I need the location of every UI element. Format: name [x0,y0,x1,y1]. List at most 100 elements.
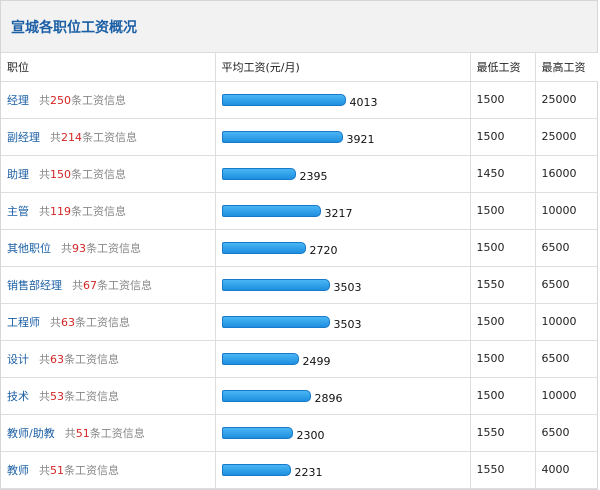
avg-salary-value: 2300 [296,429,325,442]
avg-salary-value: 3503 [333,318,362,331]
job-title-link[interactable]: 技术 [7,389,29,403]
count-prefix: 共 [50,315,61,329]
avg-salary-cell: 3921 [215,118,471,156]
count-suffix: 条工资信息 [71,204,126,218]
avg-salary-value: 2395 [299,170,328,183]
max-salary-cell: 6500 [535,229,598,267]
table-row: 销售部经理 共67条工资信息 3503 1550 6500 [1,266,598,304]
avg-salary-cell: 3503 [215,266,471,304]
record-count: 93 [72,241,86,255]
avg-salary-cell: 2300 [215,414,471,452]
avg-salary-value: 2231 [294,466,323,479]
avg-salary-bar [221,167,296,180]
table-row: 设计 共63条工资信息 2499 1500 6500 [1,340,598,378]
count-suffix: 条工资信息 [64,463,119,477]
avg-salary-value: 3503 [333,281,362,294]
max-salary-cell: 6500 [535,340,598,378]
count-suffix: 条工资信息 [82,130,137,144]
min-salary-cell: 1550 [470,266,536,304]
count-suffix: 条工资信息 [64,389,119,403]
avg-salary-bar [221,241,306,254]
count-suffix: 条工资信息 [71,93,126,107]
avg-salary-bar [221,204,321,217]
column-header-min-salary: 最低工资 [470,53,536,82]
avg-salary-bar [221,389,311,402]
record-count: 53 [50,389,64,403]
avg-salary-bar [221,426,293,439]
position-cell: 技术 共53条工资信息 [1,377,216,415]
job-title-link[interactable]: 助理 [7,167,29,181]
column-header-position: 职位 [1,53,216,82]
avg-salary-bar [221,463,291,476]
job-title-link[interactable]: 教师/助教 [7,426,55,440]
max-salary-cell: 16000 [535,155,598,193]
count-prefix: 共 [72,278,83,292]
avg-salary-cell: 2720 [215,229,471,267]
record-count: 63 [61,315,75,329]
position-cell: 副经理 共214条工资信息 [1,118,216,156]
max-salary-cell: 6500 [535,414,598,452]
panel-header: 宣城各职位工资概况 [1,1,597,53]
min-salary-cell: 1450 [470,155,536,193]
count-prefix: 共 [64,426,76,440]
job-title-link[interactable]: 销售部经理 [7,278,62,292]
min-salary-cell: 1500 [470,303,536,341]
min-salary-cell: 1550 [470,451,536,489]
min-salary-cell: 1550 [470,414,536,452]
job-title-link[interactable]: 其他职位 [7,241,51,255]
count-prefix: 共 [39,167,50,181]
table-row: 工程师 共63条工资信息 3503 1500 10000 [1,303,598,341]
table-row: 助理 共150条工资信息 2395 1450 16000 [1,155,598,193]
count-prefix: 共 [50,130,61,144]
max-salary-cell: 6500 [535,266,598,304]
table-row: 其他职位 共93条工资信息 2720 1500 6500 [1,229,598,267]
job-title-link[interactable]: 设计 [7,352,29,366]
job-title-link[interactable]: 经理 [7,93,29,107]
max-salary-cell: 25000 [535,81,598,119]
position-cell: 设计 共63条工资信息 [1,340,216,378]
avg-salary-bar [221,315,330,328]
count-suffix: 条工资信息 [97,278,152,292]
count-prefix: 共 [39,389,50,403]
record-count: 250 [50,93,71,107]
count-prefix: 共 [39,204,50,218]
table-row: 副经理 共214条工资信息 3921 1500 25000 [1,118,598,156]
min-salary-cell: 1500 [470,81,536,119]
position-cell: 教师/助教 共51条工资信息 [1,414,216,452]
record-count: 214 [61,130,82,144]
avg-salary-bar [221,130,343,143]
avg-salary-cell: 2896 [215,377,471,415]
job-title-link[interactable]: 工程师 [7,315,40,329]
table-row: 教师 共51条工资信息 2231 1550 4000 [1,451,598,489]
job-title-link[interactable]: 教师 [7,463,29,477]
avg-salary-cell: 3503 [215,303,471,341]
job-title-link[interactable]: 副经理 [7,130,40,144]
avg-salary-value: 2720 [309,244,338,257]
position-cell: 教师 共51条工资信息 [1,451,216,489]
avg-salary-value: 3217 [324,207,353,220]
table-row: 经理 共250条工资信息 4013 1500 25000 [1,81,598,119]
position-cell: 经理 共250条工资信息 [1,81,216,119]
job-title-link[interactable]: 主管 [7,204,29,218]
min-salary-cell: 1500 [470,229,536,267]
min-salary-cell: 1500 [470,118,536,156]
max-salary-cell: 4000 [535,451,598,489]
count-suffix: 条工资信息 [75,315,130,329]
avg-salary-cell: 2395 [215,155,471,193]
min-salary-cell: 1500 [470,192,536,230]
page-title: 宣城各职位工资概况 [11,19,137,36]
record-count: 67 [83,278,97,292]
salary-table: 职位 平均工资(元/月) 最低工资 最高工资 经理 共250条工资信息 4013 15… [1,53,598,489]
count-suffix: 条工资信息 [64,352,119,366]
position-cell: 助理 共150条工资信息 [1,155,216,193]
avg-salary-bar [221,352,299,365]
avg-salary-value: 2499 [302,355,331,368]
table-row: 教师/助教 共51条工资信息 2300 1550 6500 [1,414,598,452]
count-prefix: 共 [39,352,50,366]
count-suffix: 条工资信息 [86,241,141,255]
max-salary-cell: 10000 [535,377,598,415]
avg-salary-value: 3921 [346,133,375,146]
max-salary-cell: 10000 [535,303,598,341]
record-count: 63 [50,352,64,366]
